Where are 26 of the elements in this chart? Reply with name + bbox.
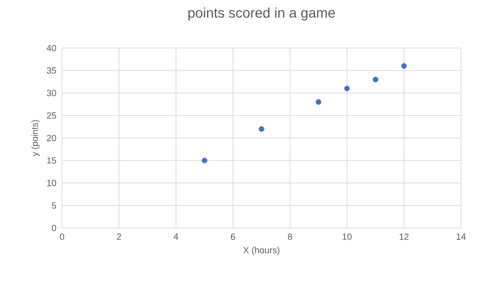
x-tick-label: 0	[60, 234, 64, 240]
point	[401, 63, 407, 69]
point	[202, 158, 208, 164]
y-tick-label: 40	[46, 44, 56, 52]
point	[372, 76, 378, 82]
point	[344, 86, 350, 92]
y-tick-label: 30	[46, 90, 56, 96]
y-tick-label: 25	[46, 112, 56, 119]
x-tick-label: 12	[400, 234, 409, 240]
point	[258, 126, 264, 132]
y-tick-label: 5	[52, 202, 56, 209]
y-tick-label: 0	[52, 224, 56, 232]
x-tick-label: 6	[230, 234, 236, 240]
point	[316, 99, 322, 105]
x-tick-label: 10	[342, 234, 352, 240]
x-tick-label: 14	[456, 234, 466, 240]
x-axis-title: X (hours)	[243, 246, 280, 256]
y-axis-title: y (points)	[31, 120, 40, 156]
chart-title: points scored in a game	[188, 8, 335, 20]
y-tick-label: 35	[46, 67, 56, 74]
x-tick-label: 4	[174, 234, 178, 240]
y-tick-label: 20	[46, 134, 56, 142]
y-tick-label: 10	[47, 180, 56, 186]
x-tick-label: 2	[116, 234, 122, 240]
x-tick-label: 8	[288, 234, 292, 240]
y-tick-label: 15	[47, 157, 56, 164]
